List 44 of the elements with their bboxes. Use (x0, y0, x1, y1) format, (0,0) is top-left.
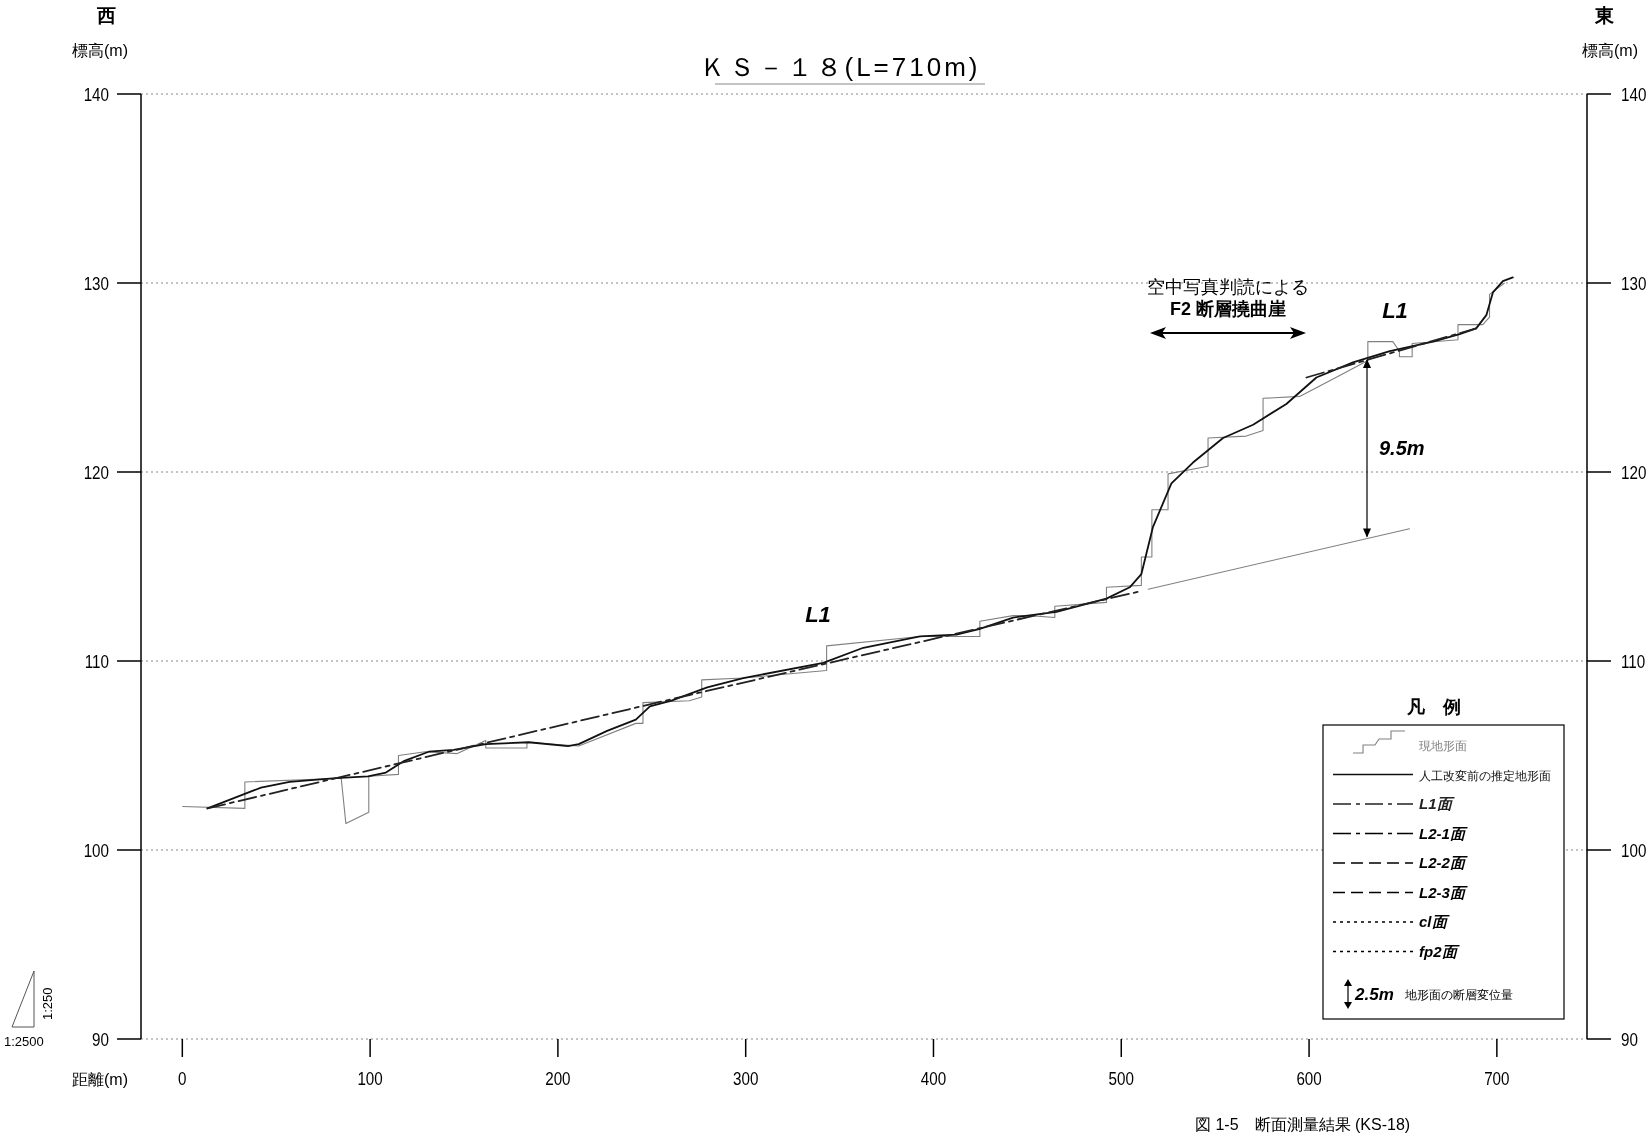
annotation: L1 (805, 602, 831, 627)
text: 1:250 (40, 987, 55, 1020)
annotation: L1 (1382, 298, 1408, 323)
x-tick-label: 0 (178, 1067, 187, 1090)
legend-label: 現地形面 (1419, 739, 1467, 753)
y-tick-label: 100 (83, 839, 109, 862)
x-tick-label: 200 (545, 1067, 571, 1090)
y2-tick-label: 100 (1621, 839, 1647, 862)
x-tick-label: 500 (1108, 1067, 1134, 1090)
legend-title: 凡 例 (1405, 697, 1461, 717)
y2-tick-label: 120 (1621, 461, 1647, 484)
y-tick-label: 110 (84, 650, 109, 673)
caption: 図 1-5 断面測量結果 (KS-18) (1195, 1116, 1411, 1133)
x-tick-label: 300 (733, 1067, 759, 1090)
x-tick-label: 400 (920, 1067, 947, 1090)
y-tick-label: 140 (83, 83, 109, 106)
legend-label: L2-1面 (1419, 824, 1468, 842)
y-tick-label: 130 (83, 272, 109, 295)
text: 1:2500 (4, 1034, 44, 1049)
annotation: 9.5m (1379, 437, 1425, 460)
y2-axis-title: 標高(m) (1582, 42, 1638, 59)
text: 東 (1593, 5, 1615, 26)
legend-label: fp2面 (1419, 942, 1460, 960)
y-tick-label: 120 (83, 461, 109, 484)
annotation: 空中写真判読による F2 断層撓曲崖 (1147, 277, 1309, 319)
legend-label: L2-3面 (1419, 883, 1468, 901)
y-tick-label: 90 (92, 1028, 109, 1051)
x-tick-label: 600 (1296, 1067, 1322, 1090)
legend-label: cl面 (1419, 913, 1450, 930)
legend-label: L2-2面 (1419, 854, 1468, 871)
x-axis-title: 距離(m) (72, 1071, 128, 1088)
x-tick-label: 700 (1484, 1067, 1510, 1090)
annotation: 2.5m (1354, 985, 1394, 1004)
y2-tick-label: 140 (1621, 83, 1647, 106)
text: 人工改変前の推定地形面 (1419, 768, 1551, 783)
y2-tick-label: 130 (1621, 272, 1647, 295)
text: L1面 (1419, 795, 1455, 812)
annotation: 地形面の断層変位量 (1404, 988, 1513, 1001)
y2-tick-label: 110 (1621, 650, 1646, 673)
x-tick-label: 100 (357, 1067, 383, 1090)
y2-tick-label: 90 (1621, 1028, 1638, 1051)
y-axis-title: 標高(m) (72, 42, 128, 59)
text: 西 (95, 5, 116, 26)
chart-title: ＫＳ－１８(L=710m) (699, 52, 981, 82)
